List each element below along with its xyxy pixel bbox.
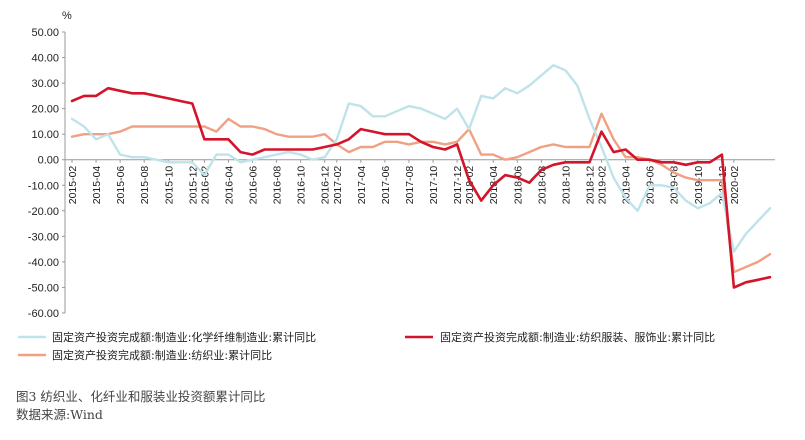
y-tick-label: -60.00 <box>28 308 59 320</box>
x-tick-label: 2018-06 <box>512 166 524 205</box>
x-tick-label: 2015-08 <box>139 166 151 205</box>
y-tick-label: 30.00 <box>31 78 59 90</box>
y-tick-label: 0.00 <box>38 155 59 167</box>
x-tick-label: 2017-08 <box>404 166 416 205</box>
legend-label-3: 固定资产投资完成额:制造业:纺织业:累计同比 <box>52 348 272 362</box>
x-tick-label: 2016-12 <box>320 166 332 205</box>
x-axis: 2015-02 2015-04 2015-06 2015-08 2015-10 2015-… <box>65 159 775 205</box>
x-tick-label: 2016-10 <box>296 166 308 205</box>
x-tick-label: 2017-04 <box>356 166 368 205</box>
figure-source: 数据来源:Wind <box>16 407 103 422</box>
x-tick-label: 2017-06 <box>380 166 392 205</box>
x-tick-label: 2018-12 <box>584 166 596 205</box>
x-tick-label: 2017-12 <box>452 166 464 205</box>
x-tick-label: 2018-08 <box>536 166 548 205</box>
y-tick-label: 40.00 <box>31 53 59 65</box>
series-line-1 <box>70 63 772 253</box>
series-line-2 <box>70 86 772 289</box>
legend-label-2: 固定资产投资完成额:制造业:纺织服装、服饰业:累计同比 <box>440 330 715 344</box>
y-tick-label: 20.00 <box>31 104 59 116</box>
x-tick-label: 2015-12 <box>187 166 199 205</box>
x-tick-label: 2016-08 <box>272 166 284 205</box>
x-tick-label: 2015-06 <box>115 166 127 205</box>
y-tick-label: -30.00 <box>28 231 59 243</box>
x-tick-label: 2015-10 <box>163 166 175 205</box>
y-axis: 50.00 40.00 30.00 20.00 10.00 0.00 -10.00 -20.0… <box>28 27 66 320</box>
x-tick-label: 2019-02 <box>597 166 609 205</box>
x-tick-label: 2016-02 <box>199 166 211 205</box>
x-tick-label: 2020-02 <box>729 166 741 205</box>
y-tick-label: -50.00 <box>28 282 59 294</box>
y-tick-label: -20.00 <box>28 206 59 218</box>
series-line-3 <box>70 112 772 274</box>
y-tick-label: -10.00 <box>28 180 59 192</box>
x-tick-label: 2018-10 <box>560 166 572 205</box>
x-tick-label: 2015-02 <box>67 166 79 205</box>
y-unit-label: % <box>62 10 72 22</box>
legend: 固定资产投资完成额:制造业:化学纤维制造业:累计同比 固定资产投资完成额:制造业:… <box>18 330 715 362</box>
figure-caption: 图3 纺织业、化纤业和服装业投资额累计同比 <box>16 389 266 404</box>
x-tick-label: 2019-10 <box>693 166 705 205</box>
x-tick-label: 2015-04 <box>91 166 103 205</box>
series-layer <box>70 63 772 289</box>
legend-label-1: 固定资产投资完成额:制造业:化学纤维制造业:累计同比 <box>52 330 316 344</box>
x-tick-label: 2017-02 <box>332 166 344 205</box>
y-tick-label: 50.00 <box>31 27 59 39</box>
x-tick-label: 2016-06 <box>248 166 260 205</box>
x-tick-label: 2017-10 <box>428 166 440 205</box>
x-tick-label: 2016-04 <box>223 166 235 205</box>
line-chart: % 50.00 40.00 30.00 20.00 10.00 0.00 -10.00 -20… <box>18 10 775 362</box>
y-tick-label: 10.00 <box>31 129 59 141</box>
y-tick-label: -40.00 <box>28 257 59 269</box>
